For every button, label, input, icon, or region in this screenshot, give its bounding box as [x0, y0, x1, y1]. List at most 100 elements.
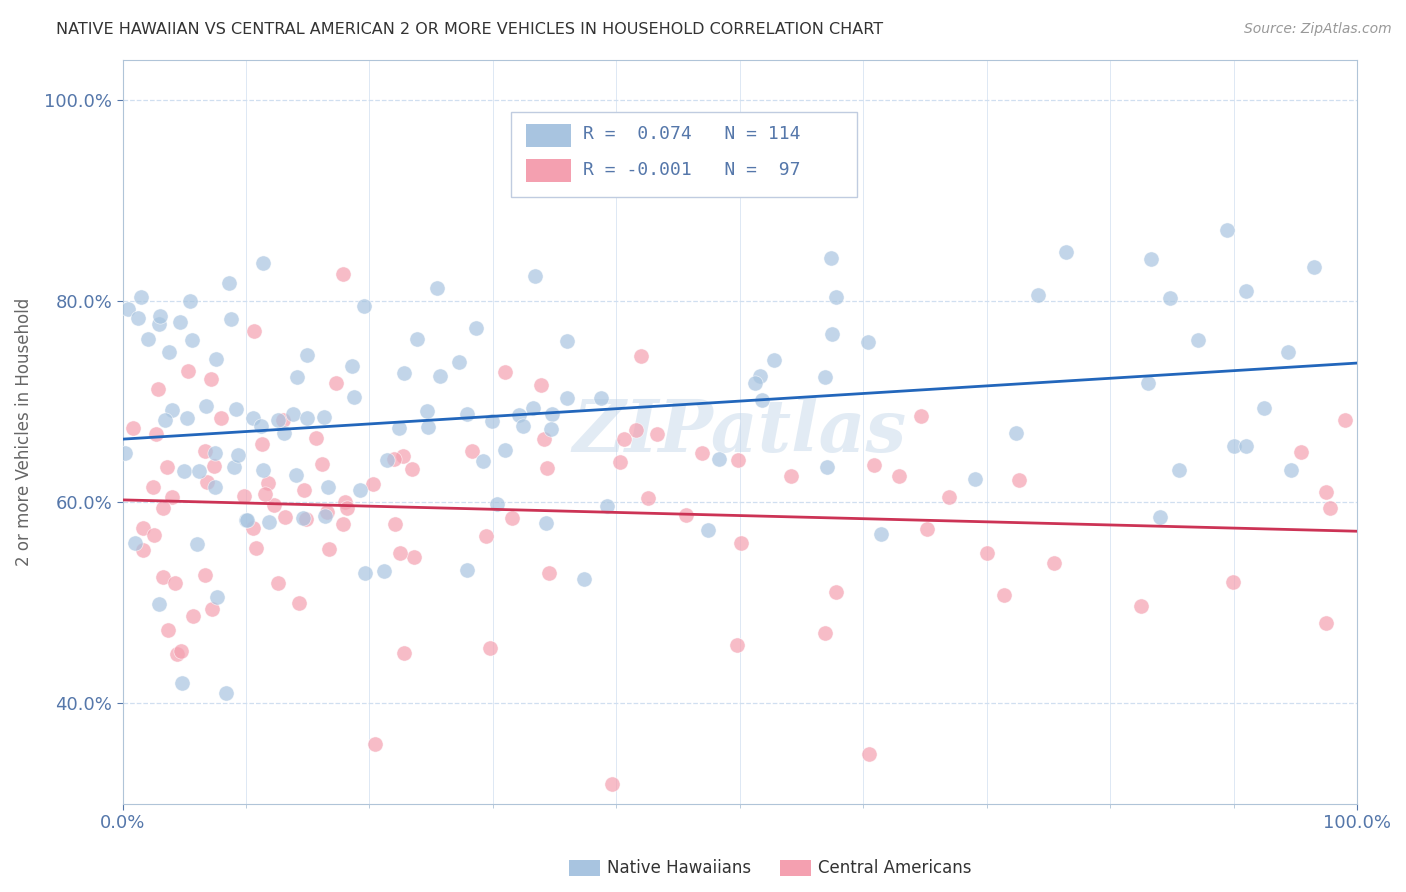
- Point: [456, 407, 478, 421]
- Point: [725, 638, 748, 652]
- Point: [169, 315, 191, 329]
- Point: [142, 480, 165, 494]
- Point: [540, 422, 562, 436]
- Point: [169, 644, 191, 658]
- Point: [1008, 473, 1031, 487]
- Point: [416, 404, 439, 418]
- Point: [529, 378, 551, 392]
- Point: [915, 523, 938, 537]
- Point: [243, 324, 266, 338]
- Point: [494, 365, 516, 379]
- Point: [159, 345, 181, 359]
- Point: [354, 566, 377, 581]
- Point: [447, 354, 470, 368]
- Point: [292, 483, 315, 497]
- Point: [325, 376, 347, 390]
- Point: [825, 584, 848, 599]
- Text: Source: ZipAtlas.com: Source: ZipAtlas.com: [1244, 22, 1392, 37]
- Point: [252, 463, 274, 477]
- Point: [382, 452, 405, 467]
- FancyBboxPatch shape: [526, 159, 571, 183]
- Point: [250, 436, 273, 450]
- Point: [225, 401, 247, 416]
- Point: [1042, 556, 1064, 570]
- Point: [555, 334, 578, 349]
- Point: [305, 431, 328, 445]
- Point: [474, 529, 496, 543]
- Point: [152, 501, 174, 516]
- FancyBboxPatch shape: [526, 124, 571, 147]
- Point: [1315, 616, 1337, 631]
- Point: [250, 418, 273, 433]
- Point: [574, 572, 596, 586]
- Point: [856, 335, 879, 350]
- Point: [156, 460, 179, 475]
- Point: [426, 281, 449, 295]
- Point: [170, 676, 193, 690]
- Point: [1279, 463, 1302, 477]
- Point: [456, 564, 478, 578]
- Point: [595, 499, 617, 513]
- Point: [181, 333, 204, 347]
- Point: [373, 564, 395, 578]
- Point: [589, 392, 612, 406]
- Point: [186, 537, 208, 551]
- Text: Central Americans: Central Americans: [818, 859, 972, 877]
- Point: [744, 376, 766, 391]
- Point: [1129, 599, 1152, 613]
- Point: [129, 290, 152, 304]
- Point: [332, 267, 354, 281]
- Point: [464, 320, 486, 334]
- Point: [148, 317, 170, 331]
- Point: [257, 516, 280, 530]
- Point: [820, 327, 842, 342]
- Point: [235, 513, 257, 527]
- Point: [1315, 485, 1337, 500]
- Point: [132, 543, 155, 558]
- Point: [1026, 288, 1049, 302]
- Point: [152, 570, 174, 584]
- Point: [406, 332, 429, 346]
- Point: [342, 359, 364, 373]
- Point: [508, 408, 530, 422]
- Point: [1289, 444, 1312, 458]
- Point: [114, 446, 136, 460]
- Point: [146, 382, 169, 396]
- Point: [148, 597, 170, 611]
- Point: [200, 372, 222, 386]
- Point: [181, 608, 204, 623]
- Point: [1222, 574, 1244, 589]
- Point: [162, 490, 184, 504]
- Point: [862, 458, 884, 473]
- Point: [285, 468, 308, 483]
- Point: [707, 452, 730, 467]
- Point: [318, 541, 340, 556]
- Point: [273, 413, 295, 427]
- Point: [1187, 333, 1209, 347]
- Text: Native Hawaiians: Native Hawaiians: [607, 859, 752, 877]
- Point: [295, 348, 318, 362]
- Point: [201, 602, 224, 616]
- Point: [311, 458, 333, 472]
- Point: [751, 393, 773, 408]
- Point: [1253, 401, 1275, 415]
- Point: [749, 369, 772, 384]
- Point: [204, 352, 226, 367]
- Point: [609, 455, 631, 469]
- Point: [343, 390, 366, 404]
- Point: [522, 401, 544, 416]
- Point: [132, 521, 155, 535]
- Point: [287, 596, 309, 610]
- Point: [814, 626, 837, 640]
- Point: [252, 256, 274, 270]
- Point: [394, 646, 416, 660]
- Point: [976, 546, 998, 560]
- Point: [215, 686, 238, 700]
- Point: [176, 364, 198, 378]
- Point: [501, 510, 523, 524]
- Point: [938, 490, 960, 504]
- Point: [1159, 292, 1181, 306]
- Point: [336, 500, 359, 515]
- Point: [179, 293, 201, 308]
- Text: NATIVE HAWAIIAN VS CENTRAL AMERICAN 2 OR MORE VEHICLES IN HOUSEHOLD CORRELATION : NATIVE HAWAIIAN VS CENTRAL AMERICAN 2 OR…: [56, 22, 883, 37]
